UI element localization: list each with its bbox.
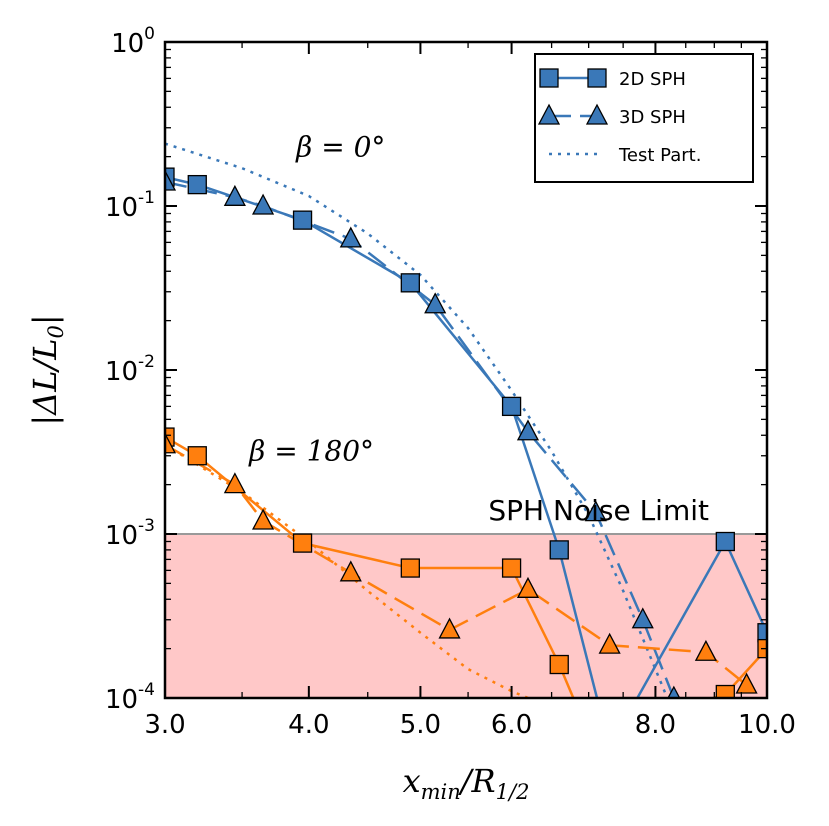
series-0-point-1	[187, 174, 207, 195]
series-1-point-3	[339, 226, 362, 248]
beta-annotation-0: β = 0°	[295, 131, 385, 164]
y-tick-exponent: -1	[138, 188, 155, 208]
x-tick-label: 8.0	[635, 710, 676, 740]
legend-marker-0-1	[587, 68, 607, 88]
series-4-point-8	[735, 672, 758, 694]
noise-limit-label: SPH Noise Limit	[488, 494, 709, 527]
series-3-point-5	[549, 654, 569, 675]
y-tick-label: 100	[111, 24, 155, 59]
y-axis-label-main: |ΔL/L	[26, 338, 64, 425]
y-tick-base: 10	[105, 521, 138, 551]
y-tick-exponent: -3	[138, 516, 155, 536]
x-tick-label: 4.0	[288, 710, 329, 740]
x-axis-label: xmin/R1/2	[403, 762, 530, 804]
x-tick-label: 3.0	[144, 710, 185, 740]
series-1-point-7	[631, 607, 654, 629]
series-0-point-3	[400, 273, 420, 293]
legend-marker-1-1	[585, 103, 609, 125]
x-tick-label: 5.0	[400, 710, 441, 740]
series-3-point-2	[292, 533, 313, 553]
series-4-point-0	[165, 432, 177, 454]
series-0-point-7	[715, 531, 735, 552]
x-axis-label-slash: /R	[458, 762, 496, 800]
series-3-point-4	[501, 558, 522, 578]
legend-marker-0-0	[539, 68, 559, 88]
series-3-point-3	[400, 558, 420, 578]
y-axis-label-sub: 0	[44, 325, 68, 338]
y-tick-exponent: -4	[138, 680, 155, 700]
x-axis-label-sub1: min	[421, 780, 461, 804]
series-4-point-7	[694, 639, 717, 661]
series-4-point-2	[251, 508, 275, 530]
series-3-point-7	[715, 684, 735, 698]
series-4-point-6	[598, 632, 621, 654]
series-1-point-5	[516, 419, 540, 441]
series-0-point-0	[165, 167, 175, 187]
series-1-point-1	[223, 184, 246, 206]
legend-marker-1-0	[537, 103, 561, 125]
legend-box	[534, 53, 754, 183]
series-0-point-5	[549, 540, 569, 560]
series-1-point-0	[165, 169, 177, 191]
legend-label-2: Test Part.	[618, 145, 701, 166]
y-tick-label: 10-4	[105, 680, 155, 715]
series-1-point-8	[667, 685, 681, 698]
legend-label-1: 3D SPH	[619, 107, 686, 128]
series-4-point-3	[339, 560, 362, 582]
series-1-point-2	[251, 193, 275, 215]
y-axis-label-bar: |	[26, 314, 64, 325]
y-tick-exponent: 0	[144, 24, 155, 44]
series-line-1	[165, 180, 675, 698]
series-0-point-6	[601, 738, 619, 756]
y-tick-base: 10	[105, 193, 138, 223]
y-tick-label: 10-2	[105, 352, 155, 387]
series-3-point-6	[580, 725, 598, 743]
y-tick-exponent: -2	[138, 352, 155, 372]
y-tick-base: 10	[105, 357, 138, 387]
series-4-point-5	[516, 576, 540, 598]
series-0-point-4	[501, 396, 522, 417]
series-3-point-0	[165, 427, 175, 447]
y-tick-label: 10-3	[105, 516, 155, 551]
y-axis-label: |ΔL/L0|	[26, 314, 68, 425]
series-4-point-1	[223, 472, 246, 494]
legend-label-0: 2D SPH	[619, 69, 686, 90]
y-tick-base: 10	[111, 29, 144, 59]
x-axis-label-sub2: 1/2	[496, 780, 530, 804]
noise-limit-band	[165, 534, 767, 698]
y-tick-base: 10	[105, 685, 138, 715]
legend: 2D SPH 3D SPH Test Part.	[534, 53, 754, 183]
x-axis-label-main: x	[403, 762, 421, 800]
beta-annotation-1: β = 180°	[248, 435, 374, 468]
series-3-point-1	[187, 446, 207, 466]
series-1-point-6	[584, 500, 607, 522]
x-tick-label: 10.0	[738, 710, 796, 740]
series-0-point-2	[292, 210, 313, 230]
series-1-point-4	[424, 292, 447, 314]
x-tick-label: 6.0	[491, 710, 532, 740]
y-tick-label: 10-1	[105, 188, 155, 223]
series-0-point-8	[757, 623, 767, 643]
series-4-point-4	[438, 617, 461, 639]
